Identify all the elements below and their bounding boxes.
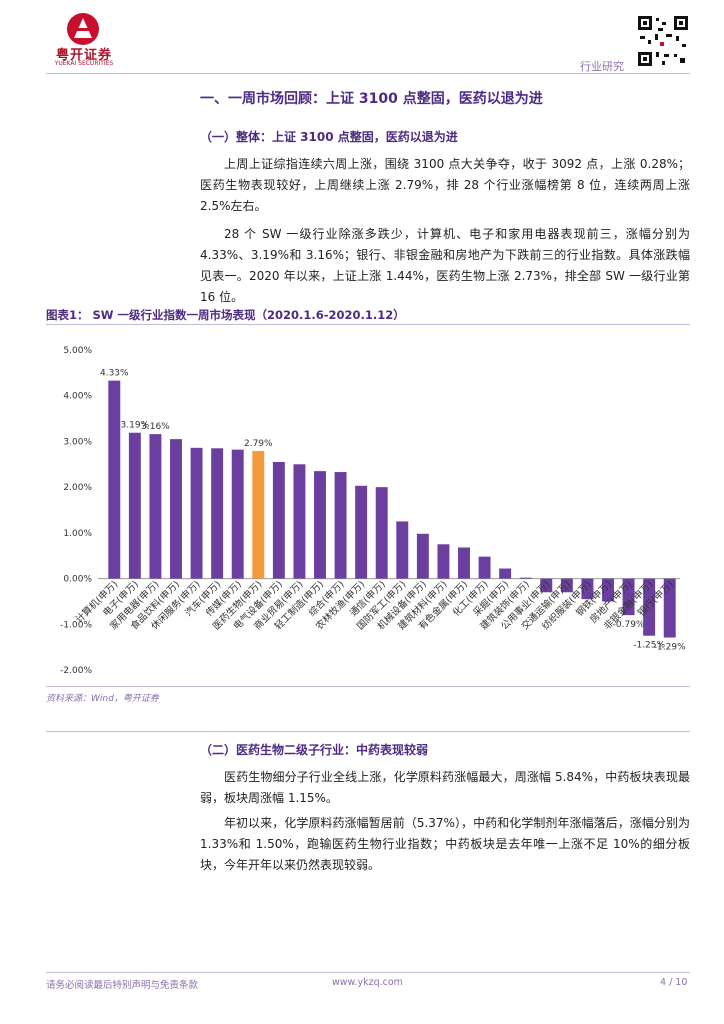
header-divider <box>46 73 690 74</box>
footer-disclaimer[interactable]: 请务必阅读最后特别声明与免责条款 <box>46 980 199 991</box>
section2-heading: （二）医药生物二级子行业：中药表现较弱 <box>200 743 429 757</box>
bar <box>478 556 491 579</box>
section1-paragraph-1: 上周上证综指连续六周上涨，围绕 3100 点大关争夺，收于 3092 点，上涨 … <box>200 157 690 213</box>
section1-paragraph-2: 28 个 SW 一级行业除涨多跌少，计算机、电子和家用电器表现前三，涨幅分别为 … <box>200 227 690 304</box>
brand-name-en: YUEKAI SECURITIES <box>54 60 114 67</box>
bar-chart: 5.00% 4.00% 3.00% 2.00% 1.00% 0.00% -1.00% -2.0… <box>60 346 686 676</box>
data-label: -1.29% <box>654 643 686 653</box>
bar <box>416 533 429 579</box>
data-label: -0.79% <box>613 620 645 630</box>
figure-title-divider <box>46 324 690 325</box>
y-tick-label: 0.00% <box>63 575 92 585</box>
bar <box>108 380 121 579</box>
y-tick-label: -2.00% <box>60 666 92 676</box>
section1-heading: （一）整体：上证 3100 点整固，医药以退为进 <box>200 130 458 144</box>
bar <box>149 434 162 579</box>
y-tick-label: -1.00% <box>60 620 92 630</box>
figure-title: 图表1： SW 一级行业指数一周市场表现（2020.1.6-2020.1.12） <box>46 308 405 322</box>
bar <box>231 449 244 579</box>
bar <box>128 432 141 579</box>
y-tick-label: 1.00% <box>63 529 92 539</box>
bar <box>314 471 326 579</box>
data-label: 3.16% <box>141 422 170 432</box>
bar <box>602 578 614 602</box>
bar <box>458 547 470 579</box>
y-tick-label: 4.00% <box>63 392 92 402</box>
brand-name: 粤开证券 <box>55 48 112 63</box>
bar <box>643 578 656 636</box>
footer-divider <box>46 972 690 973</box>
y-tick-label: 5.00% <box>63 346 92 356</box>
bar <box>211 448 224 579</box>
bar <box>499 568 512 579</box>
main-heading: 一、一周市场回顾：上证 3100 点整固，医药以退为进 <box>200 91 543 107</box>
bar <box>293 464 306 579</box>
bar <box>663 578 676 638</box>
bar <box>581 578 594 600</box>
bar <box>622 578 635 616</box>
bar <box>190 447 203 579</box>
section2-paragraph-1: 医药生物细分子行业全线上涨，化学原料药涨幅最大，周涨幅 5.84%，中药板块表现… <box>200 770 690 805</box>
bar <box>396 521 409 579</box>
qr-code-icon <box>636 14 690 68</box>
bar <box>334 472 347 579</box>
y-tick-label: 3.00% <box>63 437 92 447</box>
bar <box>375 487 388 579</box>
bar <box>519 577 532 579</box>
logo-icon <box>67 13 99 45</box>
source-divider <box>46 686 690 687</box>
y-tick-label: 2.00% <box>63 483 92 493</box>
footer-website[interactable]: www.ykzq.com <box>332 977 403 988</box>
page-number: 4 / 10 <box>660 977 688 988</box>
bar <box>437 544 450 579</box>
figure-source: 资料来源：Wind，粤开证券 <box>46 694 159 704</box>
bar <box>170 439 182 579</box>
bar <box>272 462 285 579</box>
bar <box>540 578 553 593</box>
bar <box>355 485 368 579</box>
data-label: 4.33% <box>100 369 129 379</box>
section2-paragraph-2: 年初以来，化学原料药涨幅暂居前（5.37%），中药和化学制剂年涨幅落后，涨幅分别… <box>200 816 690 872</box>
section-divider <box>46 731 690 732</box>
data-label: -1.25% <box>633 641 665 651</box>
data-label: 2.79% <box>244 439 273 449</box>
bar <box>252 451 265 579</box>
bar <box>560 578 573 593</box>
data-label: 3.19% <box>121 421 150 431</box>
section-label: 行业研究 <box>580 60 624 73</box>
